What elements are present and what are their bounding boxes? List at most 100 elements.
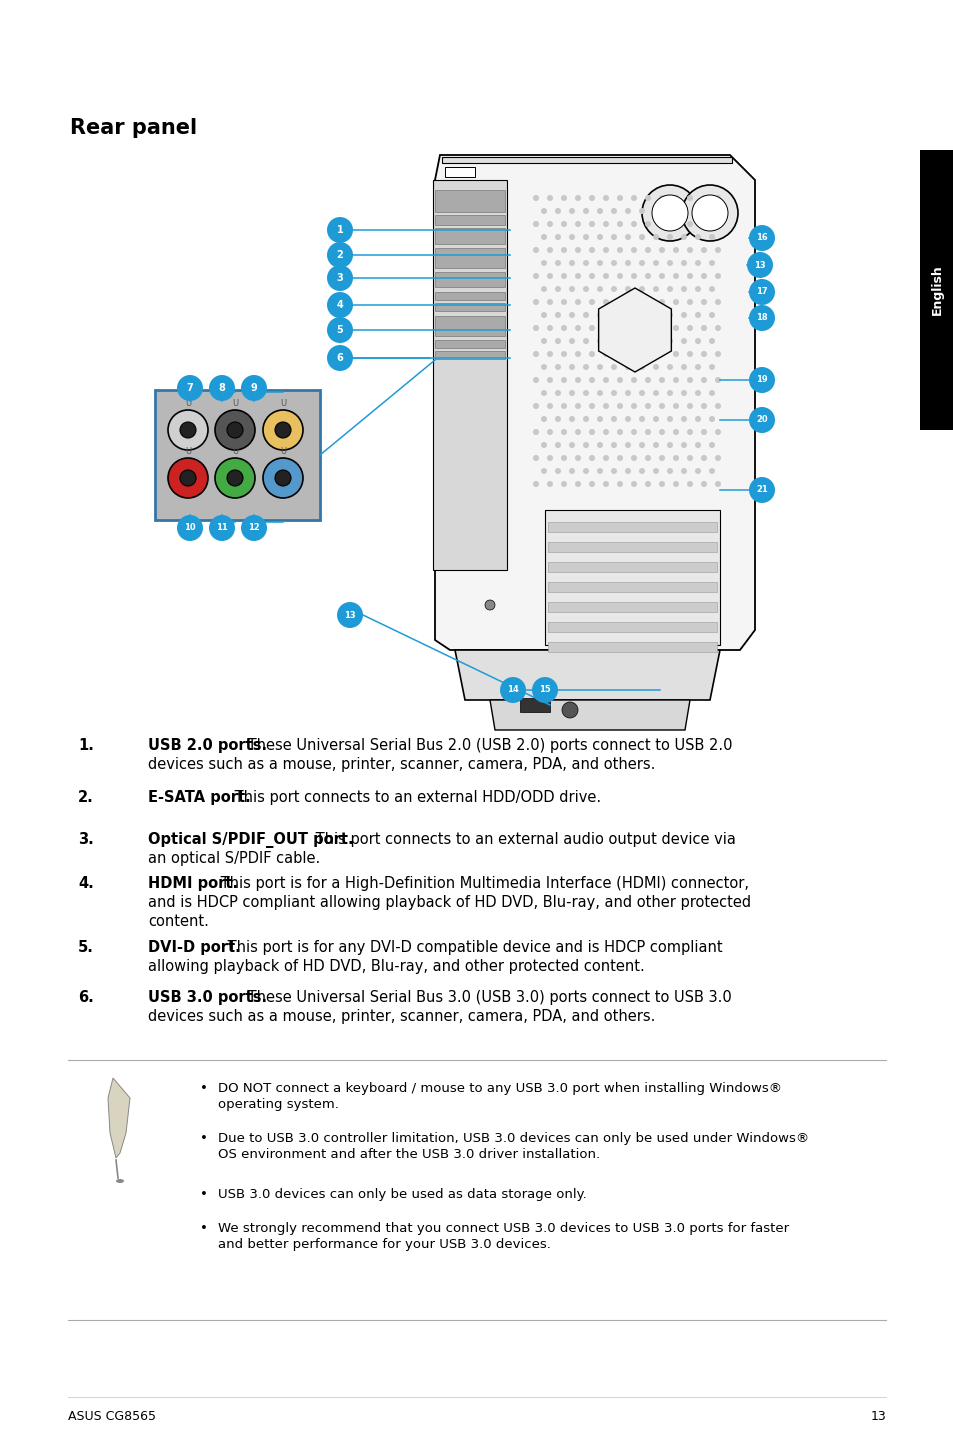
Circle shape — [597, 312, 602, 318]
Bar — [441, 157, 731, 162]
Circle shape — [177, 375, 203, 401]
Circle shape — [546, 351, 553, 357]
Text: 18: 18 — [756, 313, 767, 322]
Circle shape — [672, 273, 679, 279]
Circle shape — [672, 299, 679, 305]
Text: 13: 13 — [754, 260, 765, 269]
Circle shape — [630, 454, 637, 462]
Circle shape — [546, 196, 553, 201]
Circle shape — [686, 273, 692, 279]
Circle shape — [540, 467, 546, 475]
Circle shape — [680, 209, 686, 214]
Circle shape — [748, 279, 774, 305]
Text: •: • — [200, 1132, 208, 1145]
Text: 4.: 4. — [78, 876, 93, 892]
Circle shape — [695, 364, 700, 370]
Circle shape — [617, 351, 622, 357]
Circle shape — [695, 467, 700, 475]
Circle shape — [708, 467, 714, 475]
Circle shape — [672, 351, 679, 357]
Circle shape — [610, 312, 617, 318]
Circle shape — [680, 312, 686, 318]
Circle shape — [560, 403, 566, 408]
Circle shape — [568, 416, 575, 421]
Circle shape — [644, 351, 650, 357]
Circle shape — [714, 299, 720, 305]
Circle shape — [708, 312, 714, 318]
Text: 10: 10 — [184, 523, 195, 532]
Circle shape — [639, 390, 644, 395]
Circle shape — [575, 454, 580, 462]
Text: 20: 20 — [756, 416, 767, 424]
Circle shape — [532, 677, 558, 703]
Circle shape — [630, 403, 637, 408]
Circle shape — [610, 467, 617, 475]
Circle shape — [708, 260, 714, 266]
Circle shape — [575, 377, 580, 383]
Circle shape — [617, 299, 622, 305]
Circle shape — [617, 480, 622, 487]
Circle shape — [555, 286, 560, 292]
Circle shape — [700, 273, 706, 279]
Circle shape — [588, 196, 595, 201]
Text: 14: 14 — [507, 686, 518, 695]
Text: devices such as a mouse, printer, scanner, camera, PDA, and others.: devices such as a mouse, printer, scanne… — [148, 1009, 655, 1024]
Circle shape — [575, 247, 580, 253]
Circle shape — [680, 260, 686, 266]
Bar — [547, 641, 717, 651]
Circle shape — [630, 196, 637, 201]
Circle shape — [546, 247, 553, 253]
Circle shape — [575, 429, 580, 436]
Text: and is HDCP compliant allowing playback of HD DVD, Blu-ray, and other protected: and is HDCP compliant allowing playback … — [148, 894, 750, 910]
Circle shape — [700, 299, 706, 305]
Circle shape — [540, 338, 546, 344]
Circle shape — [602, 429, 608, 436]
Circle shape — [582, 467, 588, 475]
Circle shape — [644, 403, 650, 408]
Circle shape — [748, 477, 774, 503]
Circle shape — [659, 377, 664, 383]
Circle shape — [714, 325, 720, 331]
Circle shape — [672, 247, 679, 253]
Circle shape — [639, 209, 644, 214]
Text: Rear panel: Rear panel — [70, 118, 197, 138]
Circle shape — [327, 217, 353, 243]
Circle shape — [610, 364, 617, 370]
Circle shape — [180, 421, 195, 439]
Circle shape — [602, 273, 608, 279]
Circle shape — [560, 273, 566, 279]
Circle shape — [546, 480, 553, 487]
Circle shape — [708, 416, 714, 421]
Circle shape — [555, 338, 560, 344]
Circle shape — [617, 221, 622, 227]
Circle shape — [624, 312, 630, 318]
Circle shape — [555, 234, 560, 240]
Circle shape — [597, 467, 602, 475]
Circle shape — [617, 454, 622, 462]
Circle shape — [555, 441, 560, 449]
Circle shape — [568, 390, 575, 395]
Circle shape — [582, 234, 588, 240]
Text: 6.: 6. — [78, 989, 93, 1005]
Circle shape — [659, 325, 664, 331]
Circle shape — [617, 429, 622, 436]
Circle shape — [686, 403, 692, 408]
Text: devices such as a mouse, printer, scanner, camera, PDA, and others.: devices such as a mouse, printer, scanne… — [148, 756, 655, 772]
Circle shape — [602, 351, 608, 357]
Polygon shape — [490, 700, 689, 731]
Circle shape — [624, 286, 630, 292]
Circle shape — [695, 441, 700, 449]
Bar — [919, 150, 953, 430]
Circle shape — [214, 457, 254, 498]
Circle shape — [617, 403, 622, 408]
Circle shape — [533, 273, 538, 279]
Circle shape — [177, 515, 203, 541]
Circle shape — [546, 454, 553, 462]
Circle shape — [630, 325, 637, 331]
Circle shape — [686, 221, 692, 227]
Circle shape — [575, 196, 580, 201]
Bar — [435, 303, 504, 311]
Circle shape — [588, 299, 595, 305]
Circle shape — [602, 377, 608, 383]
Circle shape — [602, 299, 608, 305]
